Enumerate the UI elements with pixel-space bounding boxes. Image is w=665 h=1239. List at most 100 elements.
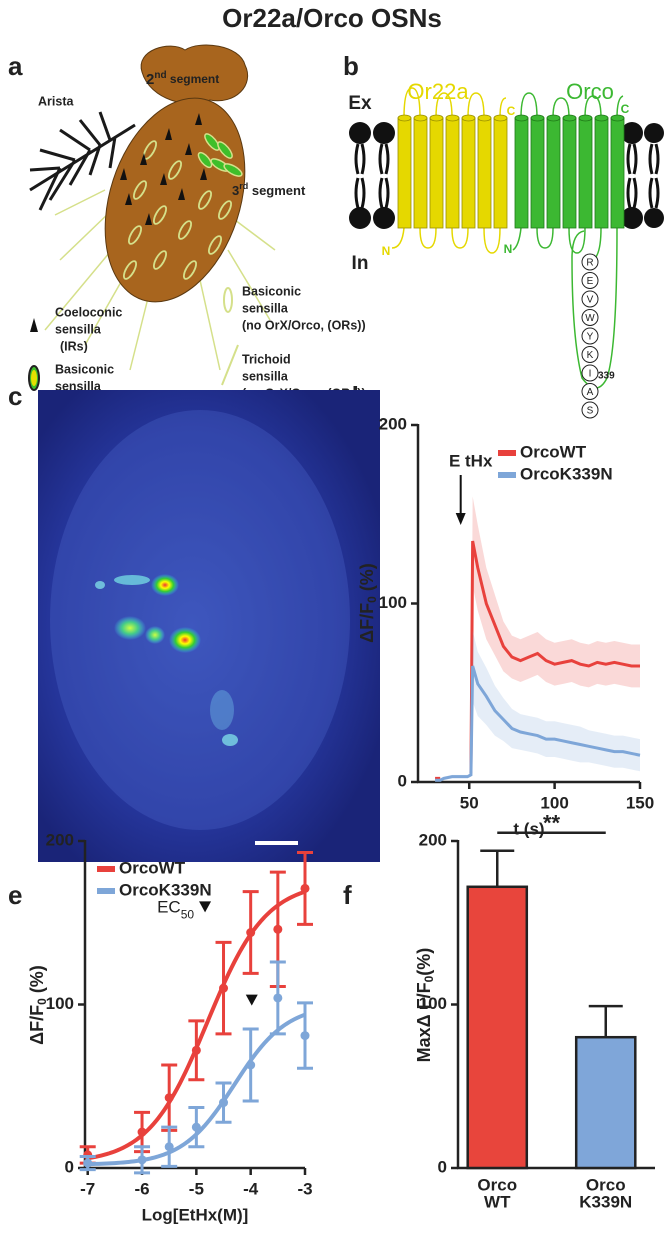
legend-text: OrcoWT (119, 858, 186, 877)
segment-label: 2nd segment (146, 70, 219, 88)
panel-label: b (343, 51, 359, 81)
helix (493, 117, 508, 229)
helix-cap (477, 114, 492, 122)
segment-sup: nd (154, 70, 166, 81)
segment-number: 3 (232, 183, 239, 198)
helix-cap (530, 114, 545, 122)
x-tick-label: -3 (297, 1179, 312, 1198)
helix (397, 117, 412, 229)
y-tick-label: 200 (419, 830, 447, 849)
residue-letter: A (587, 387, 594, 398)
point (300, 883, 310, 893)
helix-cap (578, 114, 593, 122)
x-axis-label: t (s) (513, 819, 544, 838)
figure-title: Or22a/Orco OSNs (222, 3, 442, 33)
helix (610, 117, 625, 229)
helix (477, 117, 492, 229)
x-tick-label: -6 (134, 1179, 149, 1198)
legend-text: sensilla (242, 369, 289, 383)
legend-text: sensilla (55, 379, 102, 393)
legend-text: Trichoid (242, 352, 291, 366)
y-tick-label: 100 (379, 593, 407, 612)
panel-label: a (8, 51, 23, 81)
arista-label: Arista (38, 94, 74, 108)
x-tick-label: -4 (243, 1179, 259, 1198)
legend-text: Coeloconic (55, 305, 122, 319)
y-axis-label: ΔF/F0 (%) (357, 563, 379, 643)
residue (581, 364, 599, 382)
y-axis-label-main: MaxΔ F/F (414, 982, 434, 1062)
antenna-drawing (28, 44, 276, 391)
x-tick-label: Orco (586, 1175, 626, 1194)
panel-label: f (343, 880, 352, 910)
annotation-arrowhead (455, 513, 466, 525)
terminus-label: N (504, 242, 513, 256)
point (273, 993, 283, 1003)
annotation-main: EC (157, 898, 181, 917)
helix-cap (594, 114, 609, 122)
annotation: EC50 (157, 898, 194, 922)
line (435, 540, 640, 780)
helix-cap (493, 114, 508, 122)
point (300, 1031, 310, 1041)
bar (466, 885, 529, 1170)
helix (562, 117, 577, 229)
helix (578, 117, 593, 229)
calcium-image (38, 390, 380, 862)
side-label: Ex (348, 93, 372, 114)
helix (461, 117, 476, 229)
y-tick-label: 0 (438, 1157, 447, 1176)
helix (594, 117, 609, 229)
ec50-marker (245, 994, 258, 1006)
y-tick-label: 200 (379, 414, 407, 433)
point (219, 983, 229, 993)
error-band (435, 630, 640, 781)
legend-text: OrcoK339N (119, 880, 212, 899)
y-axis-label: ΔF/F0 (%) (27, 965, 49, 1045)
panel-label: e (8, 880, 22, 910)
residue (581, 272, 599, 289)
legend-text: OrcoWT (520, 442, 587, 461)
error-band (435, 496, 640, 779)
segment-text: segment (248, 183, 306, 198)
residue (581, 290, 599, 308)
helix (546, 117, 561, 229)
legend-text: (IRs) (60, 339, 88, 353)
legend-text: Basiconic (242, 284, 301, 298)
x-tick-label: K339N (579, 1192, 632, 1211)
y-axis-label-sub: 0 (422, 975, 436, 982)
residue-letter: V (587, 295, 594, 306)
x-tick-label: Orco (477, 1175, 517, 1194)
point (164, 1093, 174, 1103)
error-bar (480, 849, 515, 887)
y-tick-label: 0 (398, 771, 407, 790)
residue-letter: Y (587, 332, 594, 343)
helix-cap (445, 114, 460, 122)
helix (413, 117, 428, 229)
y-axis-label-tail: (%) (27, 965, 47, 998)
point (83, 1158, 93, 1168)
helix-cap (397, 114, 412, 122)
segment-text: segment (167, 72, 220, 86)
residue (581, 309, 599, 326)
x-tick-label: WT (484, 1192, 511, 1211)
y-tick-label: 100 (46, 994, 74, 1013)
residue (581, 346, 599, 363)
residue-letter: E (587, 276, 594, 287)
y-axis-label-sub: 0 (35, 998, 49, 1005)
terminus-label: N (382, 244, 391, 258)
segment-label: 3rd segment (232, 181, 306, 198)
terminus-label: C (507, 104, 516, 118)
side-label: In (352, 253, 369, 274)
y-axis-label-main: ΔF/F (357, 603, 377, 643)
helix-cap (429, 114, 444, 122)
helix-cap (413, 114, 428, 122)
legend-text: Basiconic (55, 362, 114, 376)
x-tick-label: -5 (189, 1179, 204, 1198)
helix-cap (610, 114, 625, 122)
residue (581, 401, 599, 419)
residue (581, 327, 599, 345)
point (137, 1127, 147, 1137)
helix (530, 117, 545, 229)
segment-number: 2 (146, 71, 154, 88)
